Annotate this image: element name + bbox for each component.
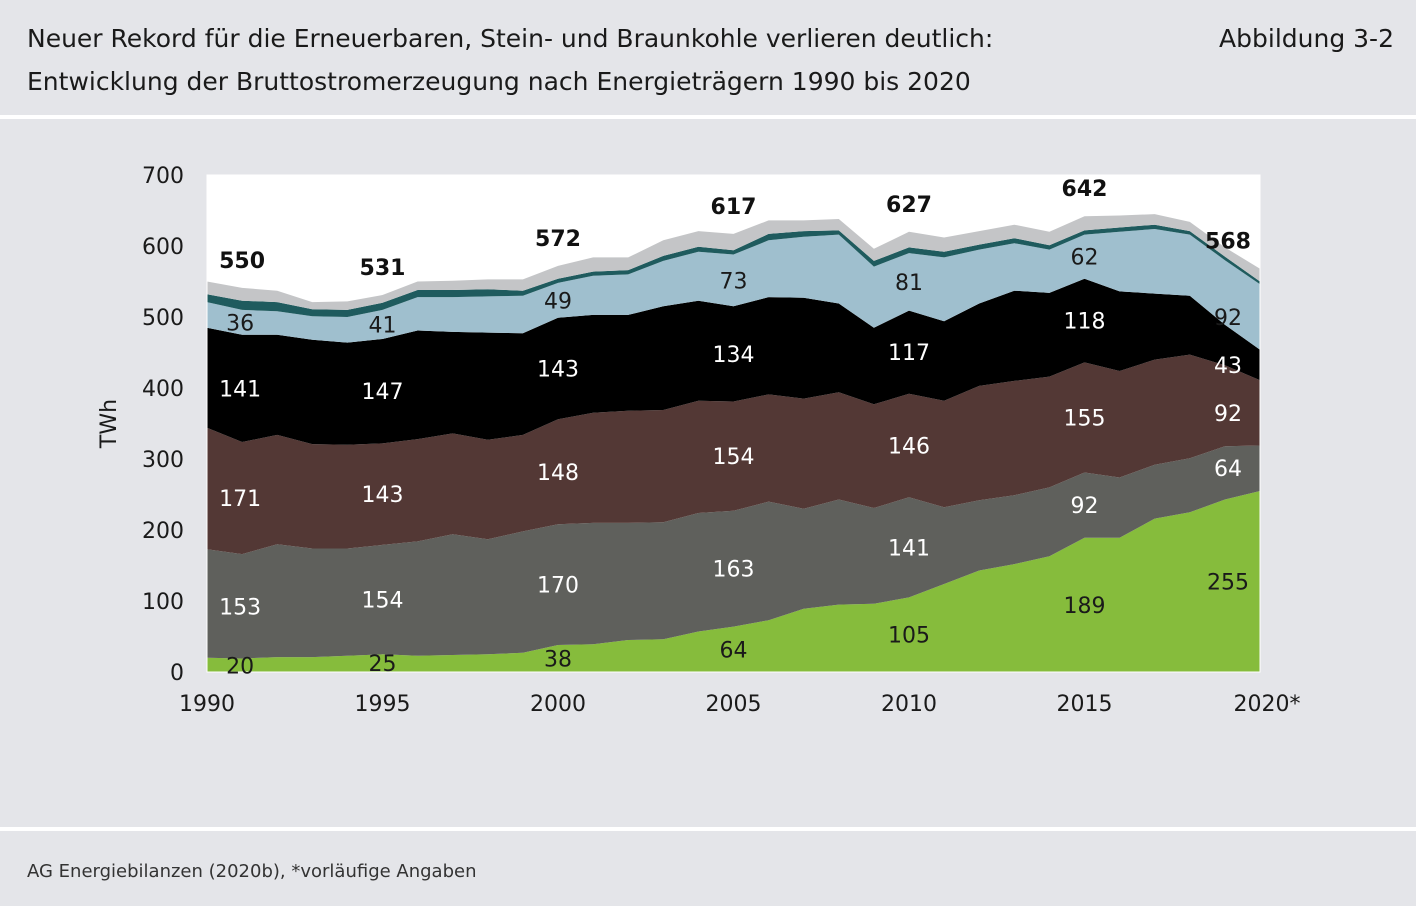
data-label-kernenergie: 141	[888, 536, 930, 561]
total-label: 627	[886, 193, 932, 218]
data-label-erneuerbare: 64	[720, 638, 748, 663]
data-label-kernenergie: 163	[713, 558, 755, 583]
data-label-steinkohle: 43	[1214, 354, 1242, 379]
y-tick-label: 400	[142, 377, 184, 402]
data-label-braunkohle: 146	[888, 435, 930, 460]
data-label-kernenergie: 64	[1214, 457, 1242, 482]
data-label-kernenergie: 170	[537, 574, 579, 599]
area-sonstige	[207, 214, 1260, 310]
data-label-erneuerbare: 38	[544, 648, 572, 673]
total-label: 550	[219, 249, 265, 274]
data-label-braunkohle: 171	[219, 487, 261, 512]
area-steinkohle	[207, 278, 1260, 445]
y-tick-label: 100	[142, 590, 184, 615]
x-tick-label: 2010	[881, 692, 937, 717]
footer-divider	[0, 827, 1416, 831]
data-label-steinkohle: 117	[888, 341, 930, 366]
area-erdgas	[207, 229, 1260, 350]
data-label-steinkohle: 143	[537, 357, 579, 382]
area-mineralol	[207, 224, 1260, 317]
data-label-erneuerbare: 189	[1064, 594, 1106, 619]
y-tick-label: 300	[142, 448, 184, 473]
area-braunkohle	[207, 354, 1260, 555]
data-label-erdgas: 49	[544, 289, 572, 314]
data-label-erneuerbare: 25	[369, 652, 397, 677]
x-tick-label: 2020*	[1234, 692, 1301, 717]
x-tick-label: 1995	[355, 692, 411, 717]
source-note: AG Energiebilanzen (2020b), *vorläufige …	[27, 861, 477, 882]
data-label-erdgas: 92	[1214, 306, 1242, 331]
data-label-kernenergie: 154	[362, 589, 404, 614]
y-tick-label: 200	[142, 519, 184, 544]
data-label-braunkohle: 148	[537, 461, 579, 486]
total-label: 531	[360, 256, 406, 281]
chart-title: Neuer Rekord für die Erneuerbaren, Stein…	[27, 24, 994, 53]
data-label-erneuerbare: 105	[888, 624, 930, 649]
total-label: 617	[711, 195, 757, 220]
x-tick-label: 2005	[706, 692, 762, 717]
data-label-steinkohle: 134	[713, 343, 755, 368]
data-label-erdgas: 81	[895, 271, 923, 296]
data-label-braunkohle: 154	[713, 445, 755, 470]
data-label-erneuerbare: 255	[1207, 570, 1249, 595]
data-label-steinkohle: 118	[1064, 310, 1106, 335]
x-tick-label: 1990	[179, 692, 235, 717]
data-label-erdgas: 41	[369, 313, 397, 338]
data-label-braunkohle: 92	[1214, 402, 1242, 427]
plot-frame	[206, 174, 1261, 673]
chart-subtitle: Entwicklung der Bruttostromerzeugung nac…	[27, 67, 971, 96]
y-tick-label: 700	[142, 164, 184, 189]
header-divider	[0, 115, 1416, 119]
figure-label: Abbildung 3-2	[1219, 24, 1394, 53]
stacked-area-chart: 0 100 200 300 400 500 600 700 TWh 1990 1995 2000 200…	[97, 164, 1301, 717]
area-erneuerbare	[207, 491, 1260, 672]
data-label-erdgas: 62	[1071, 246, 1099, 271]
data-label-steinkohle: 141	[219, 377, 261, 402]
chart-area: 0 100 200 300 400 500 600 700 TWh 1990 1995 2000 200…	[0, 119, 1416, 904]
data-label-erneuerbare: 20	[226, 654, 254, 679]
total-label: 642	[1062, 177, 1108, 202]
data-label-erdgas: 73	[720, 269, 748, 294]
data-label-steinkohle: 147	[362, 380, 404, 405]
data-label-braunkohle: 155	[1064, 406, 1106, 431]
area-kernenergie	[207, 445, 1260, 659]
data-label-braunkohle: 143	[362, 483, 404, 508]
chart-footer: AG Energiebilanzen (2020b), *vorläufige …	[0, 831, 1416, 906]
chart-header: Neuer Rekord für die Erneuerbaren, Stein…	[0, 0, 1416, 115]
total-label: 572	[535, 227, 581, 252]
y-axis-label: TWh	[97, 399, 122, 449]
data-label-kernenergie: 153	[219, 595, 261, 620]
total-label: 568	[1205, 230, 1251, 255]
y-tick-label: 600	[142, 235, 184, 260]
y-tick-label: 0	[170, 661, 184, 686]
data-label-erdgas: 36	[226, 311, 254, 336]
data-label-kernenergie: 92	[1071, 494, 1099, 519]
x-tick-label: 2000	[530, 692, 586, 717]
y-tick-label: 500	[142, 306, 184, 331]
x-tick-label: 2015	[1057, 692, 1113, 717]
